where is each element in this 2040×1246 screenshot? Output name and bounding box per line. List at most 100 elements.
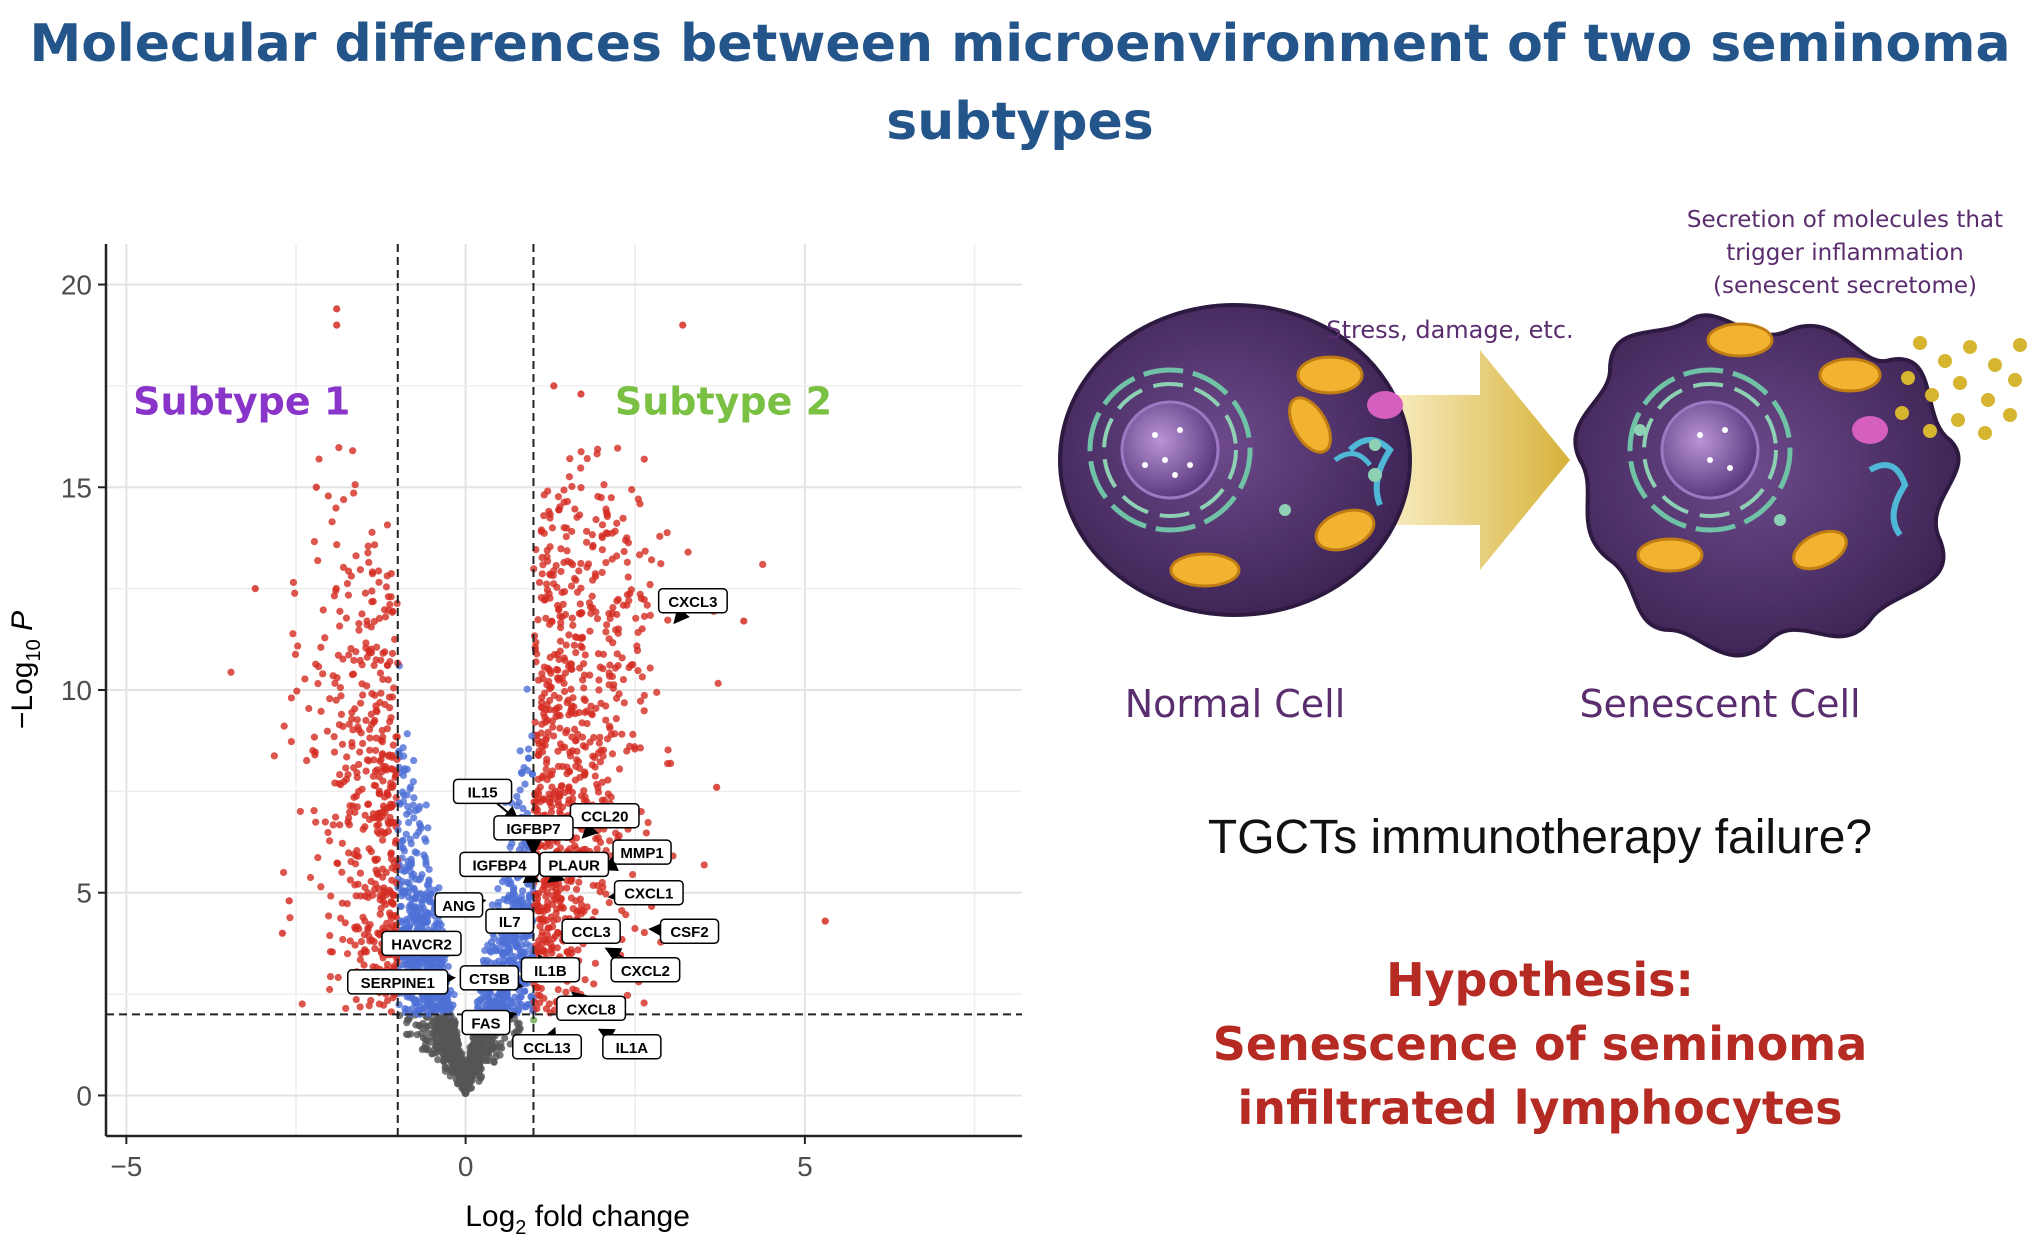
data-point <box>565 631 573 639</box>
data-point <box>569 694 577 702</box>
data-point <box>558 803 567 811</box>
data-point <box>353 803 361 811</box>
data-point <box>323 727 331 735</box>
data-point <box>517 893 526 901</box>
data-point <box>583 538 591 546</box>
data-point <box>386 704 394 712</box>
hypothesis-heading: Hypothesis: <box>1386 953 1694 1007</box>
data-point <box>636 500 644 508</box>
data-point <box>619 601 627 609</box>
data-point <box>351 481 359 489</box>
data-point <box>546 1009 554 1017</box>
data-point <box>513 1009 521 1017</box>
gene-label-box <box>452 778 513 805</box>
data-point <box>306 873 315 882</box>
data-point <box>418 896 426 904</box>
data-point <box>535 578 544 587</box>
data-point <box>642 829 650 837</box>
data-point <box>410 794 418 802</box>
data-point <box>545 1000 553 1008</box>
data-point <box>595 676 603 684</box>
data-point <box>453 1036 461 1044</box>
data-point <box>357 937 366 946</box>
data-point <box>640 691 648 700</box>
data-point <box>494 885 502 893</box>
data-point <box>384 676 392 684</box>
data-point <box>337 692 345 700</box>
data-point <box>410 756 418 765</box>
subtype-1-label: Subtype 1 <box>133 379 350 423</box>
data-point <box>356 656 364 665</box>
data-point <box>359 739 367 748</box>
group-labels: Subtype 1 Subtype 2 <box>133 379 832 423</box>
data-point <box>401 1004 409 1013</box>
data-point <box>556 724 564 732</box>
data-point <box>317 643 325 651</box>
data-point <box>344 849 353 857</box>
data-point <box>569 985 577 993</box>
data-point <box>388 693 397 701</box>
data-point <box>366 746 374 754</box>
data-point <box>637 594 645 603</box>
data-point <box>345 821 353 829</box>
data-point <box>640 612 649 620</box>
data-point <box>393 599 401 608</box>
data-point <box>613 519 621 527</box>
data-point <box>251 585 259 593</box>
y-tick-label: 0 <box>76 1080 92 1111</box>
y-tick-label: 10 <box>61 675 92 706</box>
data-point <box>609 604 617 612</box>
data-point <box>314 679 322 688</box>
data-point <box>368 598 376 606</box>
data-point <box>594 834 602 842</box>
data-point <box>500 1002 508 1010</box>
data-point <box>613 610 621 619</box>
data-point <box>593 845 601 853</box>
data-point <box>555 703 563 711</box>
data-point <box>596 758 604 766</box>
data-point <box>471 1044 479 1053</box>
data-point <box>556 637 565 645</box>
data-point <box>416 1022 424 1030</box>
data-point <box>480 993 488 1001</box>
data-point <box>516 747 524 755</box>
data-point <box>588 592 596 600</box>
data-point <box>440 1057 448 1065</box>
data-point <box>393 733 401 741</box>
data-point <box>611 664 620 672</box>
data-point <box>521 987 529 995</box>
data-point <box>349 670 358 678</box>
gene-label: CXCL3 <box>668 594 717 611</box>
data-point <box>451 1018 459 1027</box>
y-tick-label: 15 <box>61 472 92 503</box>
data-point <box>567 660 576 668</box>
data-point <box>383 661 391 669</box>
data-point <box>470 1058 478 1066</box>
data-point <box>537 907 545 915</box>
data-point <box>357 949 365 958</box>
data-point <box>350 656 358 664</box>
data-point <box>409 959 417 967</box>
data-point <box>402 830 410 838</box>
data-point <box>424 824 432 832</box>
data-point <box>610 681 618 689</box>
data-point <box>372 814 380 822</box>
data-point <box>432 1042 440 1050</box>
data-point <box>539 946 547 954</box>
data-point <box>381 765 389 773</box>
data-point <box>333 541 341 549</box>
data-point <box>362 644 370 652</box>
data-point <box>546 510 554 518</box>
data-point <box>406 863 414 871</box>
data-point <box>353 716 361 724</box>
data-point <box>638 625 646 633</box>
data-point <box>714 679 722 687</box>
data-point <box>345 814 353 822</box>
data-point <box>355 620 363 628</box>
data-point <box>326 972 335 981</box>
data-point <box>591 772 599 780</box>
data-point <box>296 807 304 816</box>
data-point <box>578 643 586 652</box>
data-point <box>591 908 599 916</box>
data-point <box>555 506 563 514</box>
